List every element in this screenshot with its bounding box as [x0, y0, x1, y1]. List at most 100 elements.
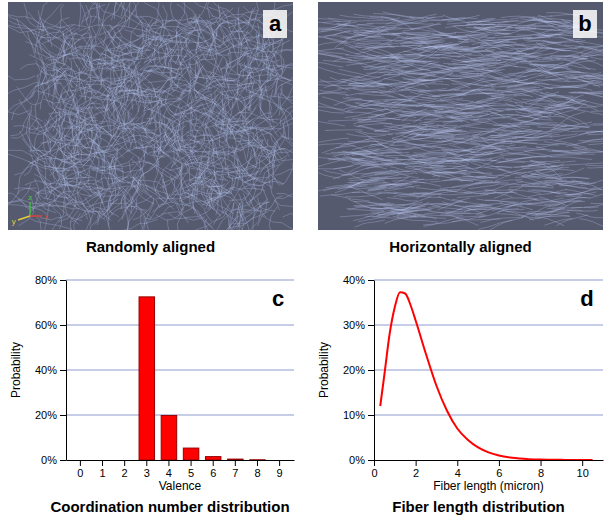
- fiber: [254, 66, 263, 100]
- fiber: [86, 127, 119, 142]
- fiber: [172, 22, 181, 54]
- fiber: [133, 201, 154, 220]
- fiber: [401, 82, 437, 90]
- fiber: [183, 192, 210, 207]
- fiber: [249, 135, 285, 151]
- fiber: [413, 181, 441, 186]
- fiber: [232, 178, 263, 202]
- fiber: [154, 103, 184, 111]
- fiber: [328, 18, 368, 21]
- fiber: [89, 213, 107, 230]
- fiber: [45, 156, 79, 170]
- fiber: [513, 124, 541, 125]
- fiber: [216, 152, 234, 182]
- fiber: [49, 156, 65, 191]
- fiber: [154, 144, 163, 177]
- fiber: [17, 18, 35, 53]
- fiber: [32, 125, 51, 153]
- fiber: [124, 81, 128, 123]
- fiber: [52, 101, 57, 131]
- fiber: [145, 185, 182, 211]
- fiber: [39, 127, 65, 156]
- fiber: [30, 219, 72, 230]
- fiber: [72, 87, 110, 97]
- fiber: [213, 170, 219, 209]
- fiber: [458, 41, 488, 43]
- fiber: [575, 109, 603, 115]
- fiber: [413, 112, 450, 123]
- fiber: [431, 176, 474, 181]
- fiber: [584, 43, 603, 49]
- fiber: [111, 2, 126, 20]
- fiber: [237, 59, 256, 96]
- fiber: [52, 5, 63, 40]
- fiber: [231, 203, 242, 230]
- triad-label: x: [44, 212, 48, 221]
- fiber: [119, 2, 125, 32]
- fiber: [90, 166, 124, 183]
- fiber: [373, 14, 413, 19]
- fiber: [417, 35, 461, 43]
- figure: azyxRandomly alignedbHorizontally aligne…: [0, 0, 616, 522]
- fiber: [78, 125, 123, 132]
- fiber: [318, 80, 346, 82]
- fiber: [427, 94, 465, 97]
- fiber: [9, 20, 38, 41]
- fiber: [462, 111, 491, 113]
- fiber: [161, 212, 189, 223]
- fiber: [195, 95, 218, 112]
- fiber: [175, 102, 212, 114]
- fiber: [8, 91, 34, 114]
- fiber: [160, 110, 174, 133]
- fiber: [17, 87, 41, 105]
- fiber: [155, 55, 187, 58]
- fiber: [370, 27, 396, 31]
- fiber: [210, 21, 225, 56]
- fiber: [387, 105, 418, 106]
- fiber: [103, 151, 124, 181]
- fiber: [171, 135, 195, 167]
- image-panel: azyx: [0, 0, 323, 258]
- fiber: [237, 149, 252, 187]
- image-background: [8, 2, 293, 230]
- fiber: [121, 2, 126, 16]
- fiber: [154, 22, 163, 62]
- fiber: [44, 132, 90, 140]
- fiber: [394, 192, 436, 195]
- fiber: [318, 170, 340, 178]
- fiber: [281, 162, 293, 185]
- fiber: [236, 130, 264, 145]
- fiber: [408, 166, 440, 177]
- fiber: [571, 207, 599, 208]
- fiber: [413, 204, 452, 206]
- fiber: [8, 73, 35, 80]
- fiber: [94, 187, 121, 192]
- image-background: [318, 2, 603, 230]
- fiber: [73, 191, 100, 206]
- fiber: [210, 127, 235, 141]
- fiber: [177, 4, 195, 28]
- fiber: [355, 220, 385, 227]
- fiber: [117, 87, 133, 115]
- fiber: [93, 177, 129, 185]
- fiber: [35, 25, 74, 45]
- fiber: [473, 118, 510, 120]
- fiber: [123, 199, 137, 230]
- fiber: [60, 142, 65, 183]
- fiber: [480, 24, 516, 25]
- fiber: [323, 21, 351, 22]
- fiber: [318, 120, 345, 126]
- fiber: [98, 9, 136, 35]
- fiber: [53, 60, 55, 95]
- fiber: [70, 78, 96, 93]
- fiber: [588, 133, 603, 135]
- panel-letter: a: [269, 11, 282, 36]
- fiber: [64, 193, 94, 211]
- fiber: [8, 24, 33, 32]
- fiber: [591, 79, 603, 81]
- fiber: [217, 20, 236, 47]
- fiber: [90, 59, 119, 69]
- fiber: [587, 162, 603, 164]
- fiber: [243, 69, 273, 73]
- fiber: [107, 139, 133, 170]
